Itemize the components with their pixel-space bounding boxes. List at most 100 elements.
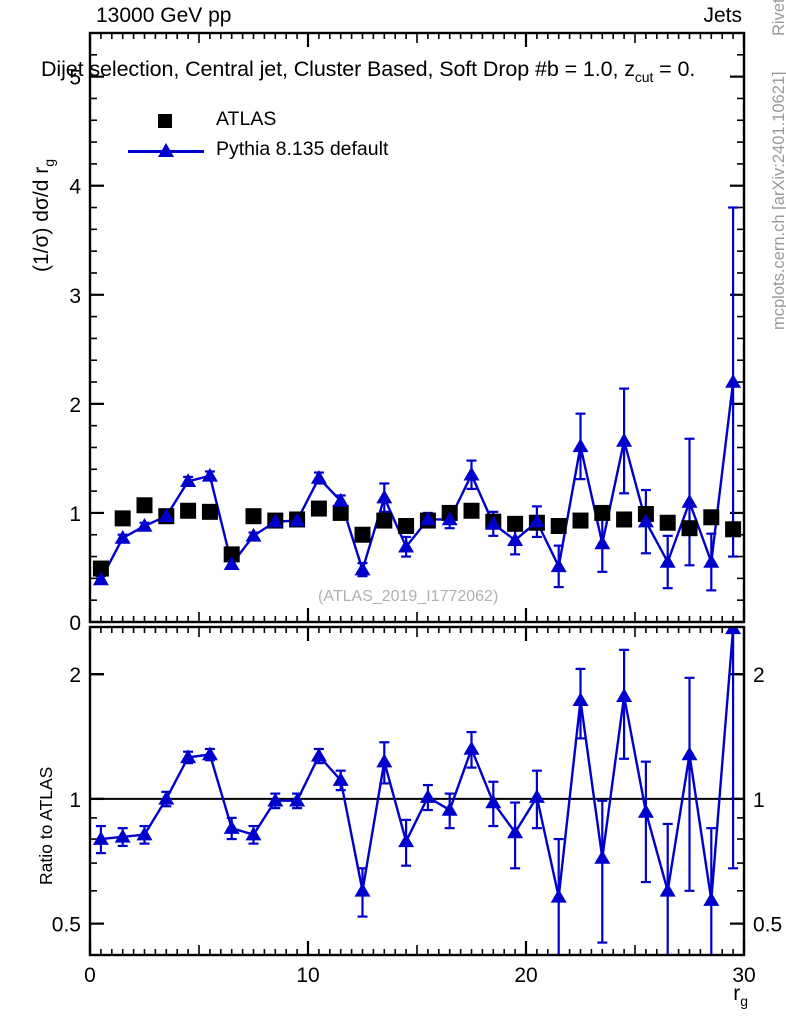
data-point-triangle [223, 556, 240, 570]
main-y-tick-label: 5 [69, 67, 81, 90]
ratio-y-tick-label-right: 0.5 [753, 914, 782, 937]
data-point-triangle [485, 794, 502, 809]
plot-title-suffix: = 0. [653, 57, 696, 81]
data-point-triangle [725, 628, 742, 635]
data-point-square [725, 521, 742, 538]
legend-label-pythia: Pythia 8.135 default [216, 138, 389, 160]
data-point-triangle [201, 467, 218, 482]
ratio-y-tick-label-right: 2 [753, 664, 765, 687]
data-point-triangle [92, 831, 109, 845]
data-point-square [550, 518, 567, 535]
data-point-square [572, 512, 589, 529]
data-point-triangle [659, 882, 676, 897]
data-point-triangle [572, 438, 589, 453]
data-point-triangle [136, 518, 153, 532]
data-point-triangle [616, 688, 633, 702]
ratio-y-tick-label: 1 [69, 789, 81, 812]
main-panel-data [92, 206, 742, 592]
data-point-triangle [637, 513, 654, 528]
data-point-triangle [572, 692, 589, 707]
data-point-triangle [507, 824, 524, 839]
main-y-tick-label: 4 [69, 176, 81, 199]
data-point-triangle [158, 790, 175, 805]
data-point-square [616, 511, 633, 528]
data-point-triangle [659, 554, 676, 568]
main-y-tick-label: 1 [69, 503, 81, 526]
data-point-square [681, 520, 698, 537]
data-point-triangle [398, 538, 415, 553]
data-point-triangle [681, 746, 698, 761]
data-point-square [398, 518, 415, 535]
data-point-triangle [550, 558, 567, 573]
data-point-triangle [114, 828, 131, 843]
triangle-marker-icon [158, 143, 174, 157]
data-point-triangle [725, 374, 742, 388]
data-point-square [659, 514, 676, 531]
data-point-triangle [158, 508, 175, 522]
analysis-id-watermark: (ATLAS_2019_I1772062) [318, 588, 499, 605]
data-point-triangle [267, 792, 284, 807]
x-axis-label-subscript: g [740, 992, 748, 1009]
data-point-square [114, 510, 131, 527]
data-point-triangle [245, 826, 262, 841]
data-point-square [201, 503, 218, 520]
data-point-square [376, 512, 393, 529]
data-point-triangle [114, 530, 131, 544]
data-point-triangle [354, 561, 371, 576]
data-point-triangle [354, 882, 371, 897]
plot-title-subscript: cut [634, 68, 654, 85]
data-point-triangle [332, 492, 349, 507]
data-point-square [92, 560, 109, 577]
main-y-tick-labels: 5 4 3 2 1 0 [69, 67, 81, 635]
data-point-triangle [289, 512, 306, 527]
data-point-triangle [616, 432, 633, 447]
ratio-y-tick-label: 2 [69, 664, 81, 687]
header-analysis-category: Jets [703, 4, 742, 27]
x-tick-label: 10 [296, 964, 319, 987]
data-point-triangle [310, 470, 327, 484]
plot-title-prefix: Dijet selection, Central jet, Cluster Ba… [41, 57, 635, 81]
x-axis-tick-labels: 0 10 20 30 [84, 964, 756, 987]
data-point-square [223, 546, 240, 563]
data-point-square [703, 509, 720, 526]
mc-series-line [99, 381, 735, 581]
data-point-triangle [463, 466, 480, 481]
data-point-triangle [201, 746, 218, 761]
x-tick-label: 20 [514, 964, 537, 987]
x-tick-label: 30 [732, 964, 755, 987]
data-point-triangle [136, 826, 153, 841]
mc-series-markers [92, 374, 742, 586]
ratio-y-tick-labels: 2 2 1 1 0.5 0.5 [52, 664, 782, 936]
main-y-tick-label: 0 [69, 612, 81, 635]
atlas-series-markers [92, 497, 742, 577]
ratio-y-tick-label: 0.5 [52, 914, 81, 937]
data-point-triangle [637, 803, 654, 818]
data-point-triangle [310, 747, 327, 762]
data-point-triangle [528, 513, 545, 528]
data-point-triangle [594, 535, 611, 550]
data-point-triangle [485, 515, 502, 530]
data-point-triangle [267, 513, 284, 528]
data-point-triangle [463, 740, 480, 755]
data-point-triangle [376, 753, 393, 768]
header-beam-info: 13000 GeV pp [96, 4, 232, 27]
data-point-triangle [594, 850, 611, 864]
data-point-triangle [223, 820, 240, 834]
data-point-triangle [245, 527, 262, 542]
data-point-triangle [180, 749, 197, 764]
data-point-square [594, 504, 611, 521]
ratio-series-line [100, 628, 735, 901]
mc-polyline [100, 628, 735, 901]
data-point-triangle [376, 489, 393, 504]
main-y-tick-label: 3 [69, 285, 81, 308]
data-point-triangle [419, 789, 436, 803]
data-point-triangle [332, 772, 349, 786]
data-point-triangle [528, 789, 545, 803]
data-point-triangle [703, 554, 720, 568]
ratio-y-tick-label-right: 1 [753, 789, 765, 812]
legend-label-atlas: ATLAS [216, 108, 277, 130]
mc-polyline [99, 381, 735, 581]
data-point-triangle [419, 511, 436, 526]
